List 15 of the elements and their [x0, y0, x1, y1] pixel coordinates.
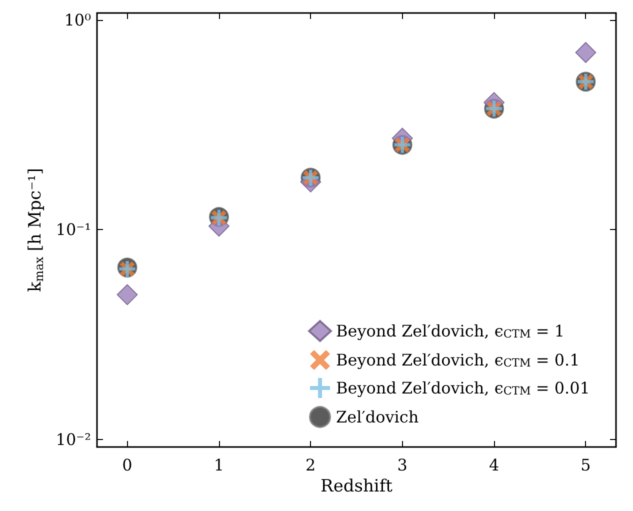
legend-label: Beyond Zel′dovich, ϵCTM = 0.1 [336, 350, 580, 370]
legend-label: Beyond Zel′dovich, ϵCTM = 0.01 [336, 378, 590, 398]
x-tick-label: 2 [306, 456, 316, 474]
x-tick-label: 4 [488, 456, 500, 474]
x-tick-label: 1 [214, 456, 224, 474]
y-tick-label: 10⁻¹ [56, 220, 91, 240]
legend-label: Zel′dovich [336, 408, 419, 426]
x-tick-label: 3 [397, 456, 408, 474]
x-axis-title: Redshift [320, 476, 393, 496]
y-tick-label: 10⁰ [64, 10, 91, 30]
x-tick-label: 0 [122, 456, 132, 474]
y-axis-title: kmax [h Mpc⁻¹] [25, 168, 46, 292]
legend-label: Beyond Zel′dovich, ϵCTM = 1 [336, 322, 565, 341]
x-tick-label: 5 [580, 456, 591, 474]
y-tick-label: 10⁻² [56, 430, 91, 449]
